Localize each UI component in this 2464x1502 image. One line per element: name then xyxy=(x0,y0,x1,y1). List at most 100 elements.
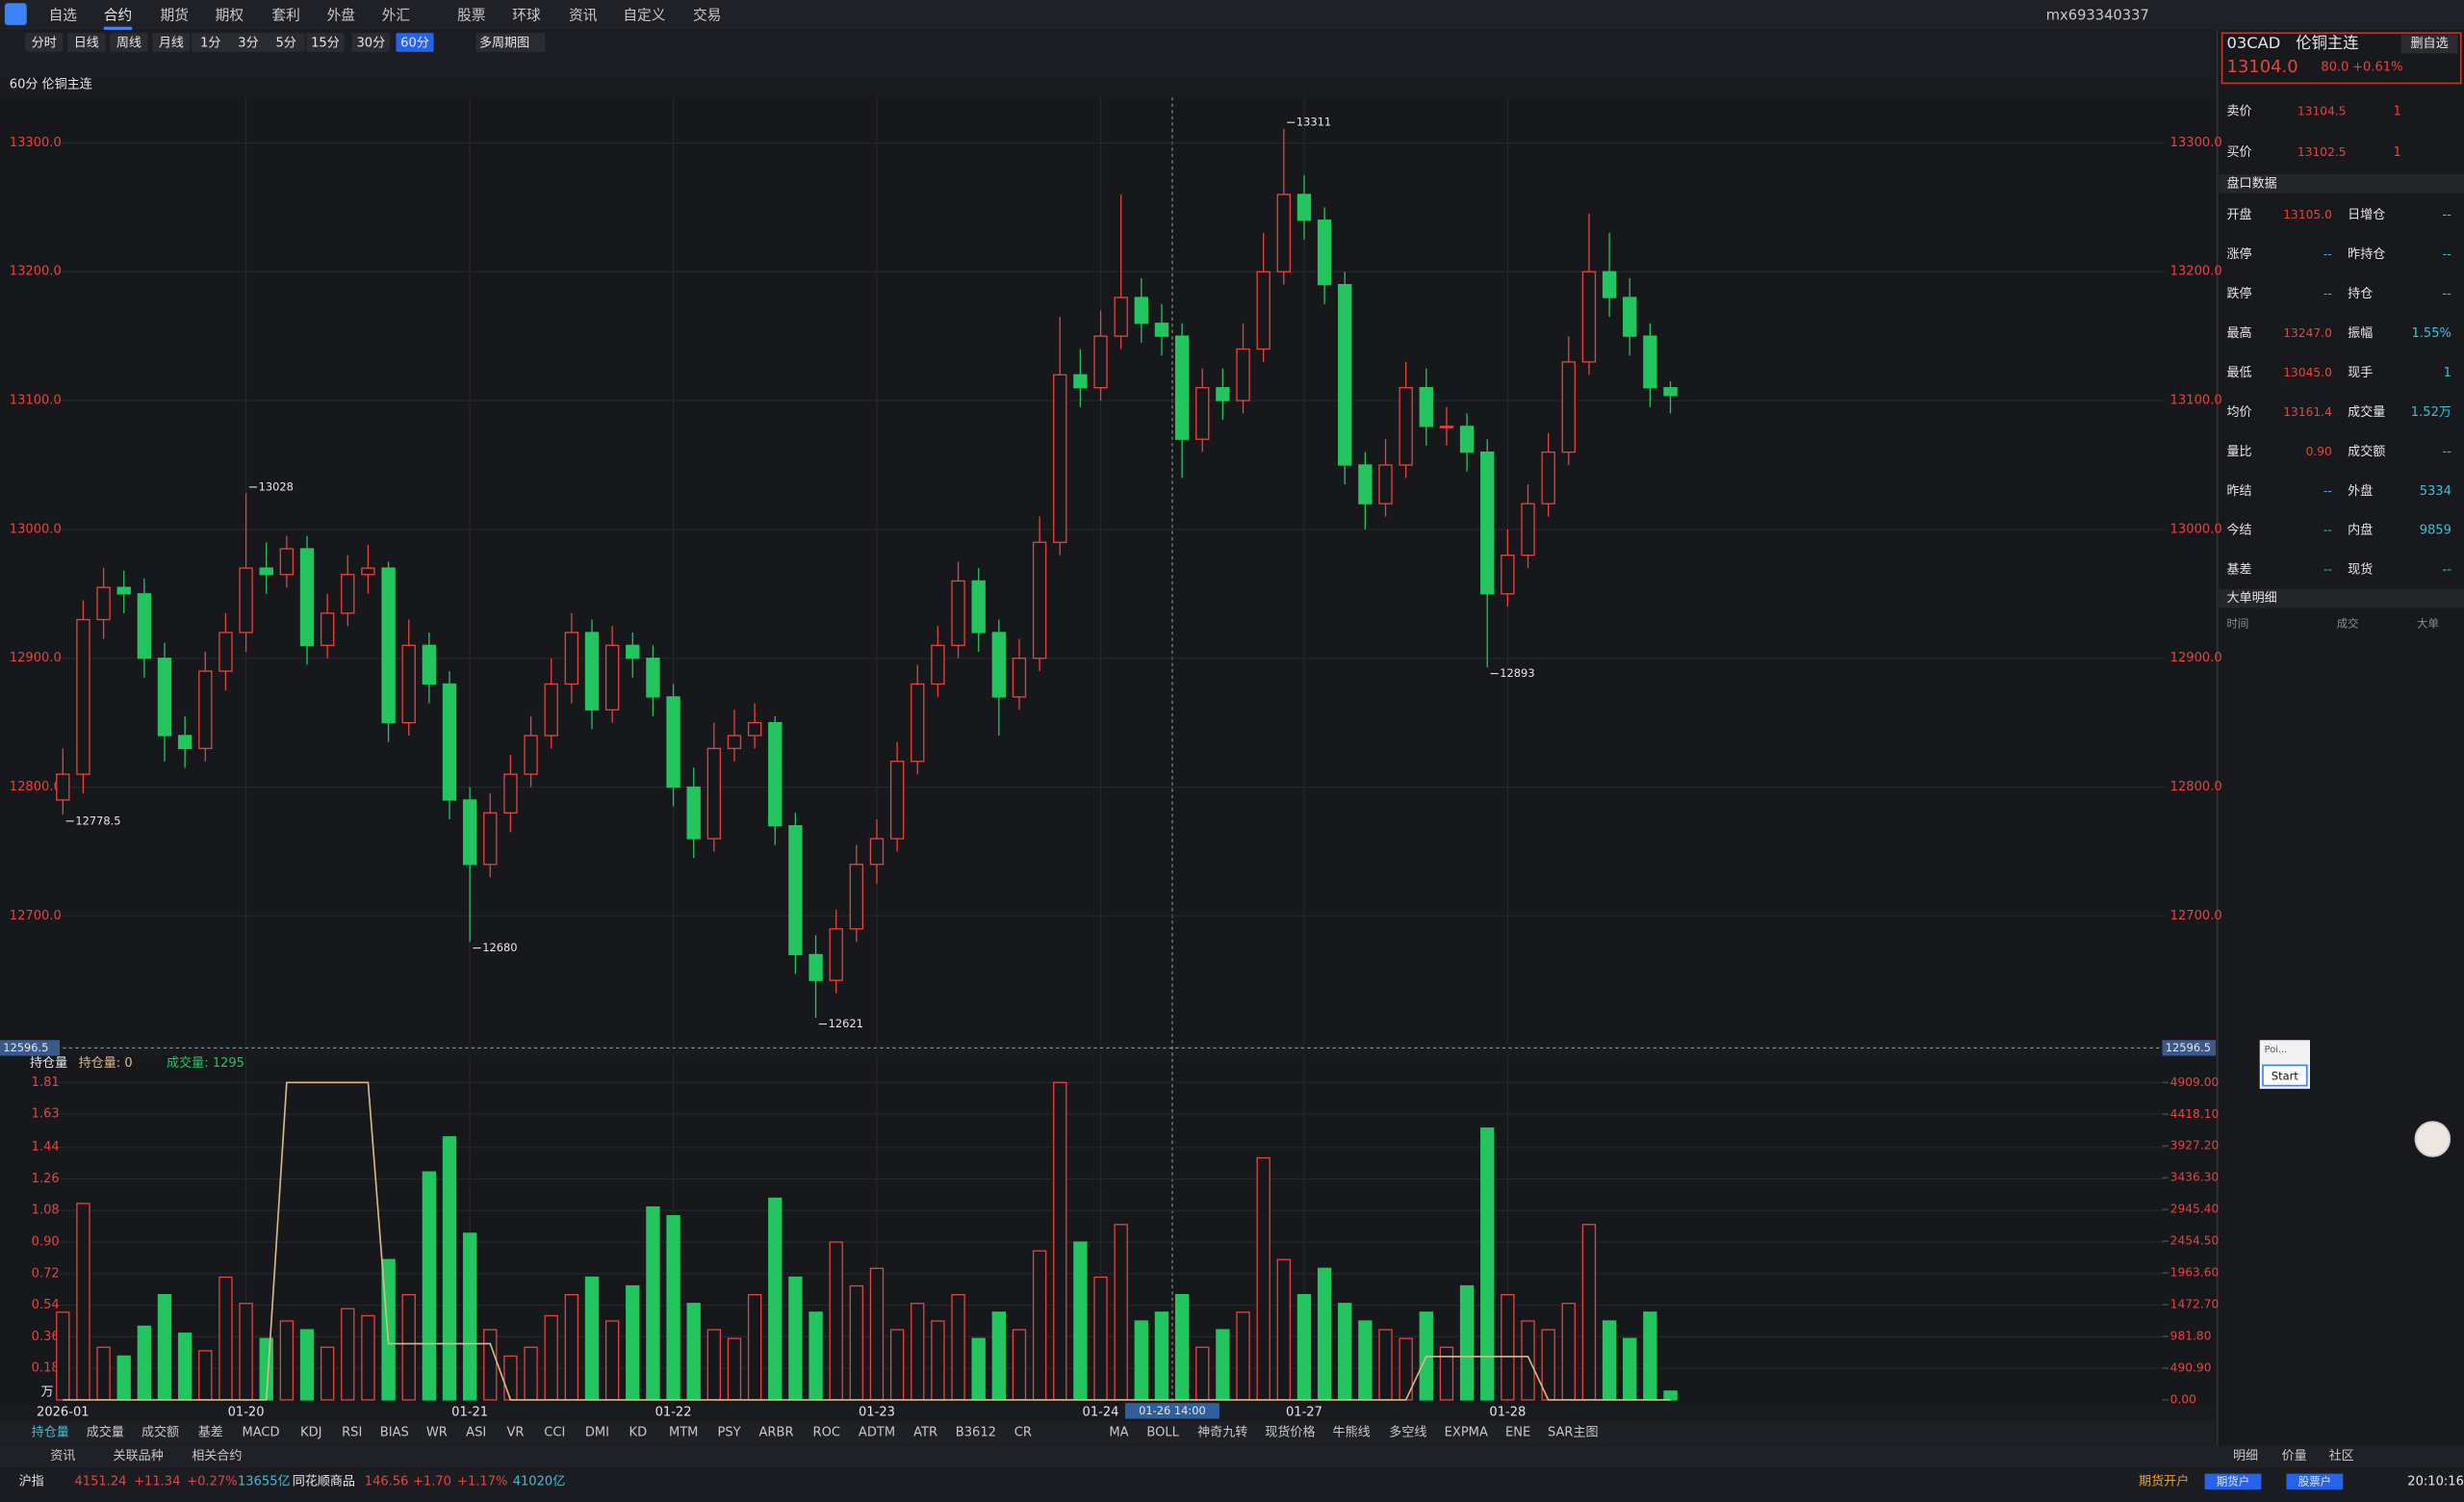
period-button[interactable] xyxy=(67,33,106,52)
indicator-tab[interactable]: ASI xyxy=(466,1426,486,1440)
overlay-tab[interactable]: BOLL xyxy=(1146,1426,1179,1440)
indicator-tab[interactable]: WR xyxy=(426,1426,448,1440)
futures-btn-bg[interactable] xyxy=(2204,1473,2262,1489)
menu-tab[interactable]: 自选 xyxy=(49,7,78,23)
period-label[interactable]: 1分 xyxy=(200,36,220,50)
indicator-tab[interactable]: KD xyxy=(629,1426,648,1440)
indicator-tab[interactable]: KDJ xyxy=(300,1426,321,1440)
row-value: -- xyxy=(2443,208,2452,222)
overlay-tab[interactable]: 神奇九转 xyxy=(1197,1425,1247,1440)
candle-body xyxy=(1012,658,1027,698)
candle-body xyxy=(1480,451,1495,595)
menu-tab[interactable]: 交易 xyxy=(693,6,721,23)
multi-period[interactable]: 多周期图 xyxy=(479,35,529,50)
menu-tab[interactable]: 合约 xyxy=(104,7,132,23)
stock-btn[interactable]: 股票户 xyxy=(2298,1474,2331,1488)
indicator-tab[interactable]: ARBR xyxy=(759,1426,794,1440)
stock-btn-bg[interactable] xyxy=(2286,1473,2344,1489)
period-button[interactable] xyxy=(152,33,191,52)
indicator-tab[interactable]: ATR xyxy=(913,1426,937,1440)
multi-period-button[interactable] xyxy=(475,33,546,52)
menu-tab[interactable]: 套利 xyxy=(271,7,299,23)
start-button[interactable] xyxy=(2262,1064,2308,1087)
period-button[interactable] xyxy=(396,33,434,52)
side-tab[interactable]: 明细 xyxy=(2233,1449,2258,1463)
period-label[interactable]: 15分 xyxy=(311,36,340,50)
menu-tab[interactable]: 外盘 xyxy=(327,6,356,23)
indicator-tab[interactable]: B3612 xyxy=(956,1426,996,1440)
indicator-tab[interactable]: PSY xyxy=(717,1426,740,1440)
indicator-tab[interactable]: 基差 xyxy=(198,1426,223,1440)
futures-btn[interactable]: 期货户 xyxy=(2217,1474,2249,1488)
indicator-tab[interactable]: 成交量 xyxy=(87,1425,124,1440)
overlay-tab[interactable]: 多空线 xyxy=(1389,1425,1426,1440)
indicator-tab[interactable]: ROC xyxy=(813,1426,840,1440)
period-button[interactable] xyxy=(110,33,148,52)
period-button[interactable] xyxy=(192,33,230,52)
period-button[interactable] xyxy=(25,33,64,52)
indicator-tab[interactable]: CCI xyxy=(544,1426,565,1440)
volume-bar xyxy=(1216,1329,1230,1401)
volume-bar xyxy=(808,1311,823,1401)
overlay-tab[interactable]: SAR主图 xyxy=(1548,1426,1599,1440)
open-account[interactable]: 期货开户 xyxy=(2139,1473,2189,1489)
remove-btn-bg[interactable] xyxy=(2400,34,2458,54)
volume-bar xyxy=(1358,1320,1373,1401)
indicator-tab[interactable]: MACD xyxy=(242,1426,279,1440)
candle-body xyxy=(1296,194,1312,221)
indicator-tab[interactable]: RSI xyxy=(342,1426,362,1440)
bottom-tab[interactable]: 相关合约 xyxy=(192,1449,242,1463)
volume-bar xyxy=(1093,1276,1108,1401)
period-label[interactable]: 5分 xyxy=(275,36,295,50)
period-button[interactable] xyxy=(267,33,305,52)
indicator-tab[interactable]: BIAS xyxy=(380,1426,409,1440)
period-label[interactable]: 周线 xyxy=(116,36,141,50)
period-button[interactable] xyxy=(306,33,345,52)
menu-tab[interactable]: 外汇 xyxy=(382,7,410,23)
side-tab[interactable]: 价量 xyxy=(2282,1449,2307,1463)
row-value: -- xyxy=(2443,247,2452,262)
candle-body xyxy=(1561,361,1576,453)
menu-tab[interactable]: 自定义 xyxy=(623,7,665,23)
period-label[interactable]: 日线 xyxy=(74,36,99,50)
period-button[interactable] xyxy=(229,33,268,52)
assistant-avatar[interactable] xyxy=(2414,1121,2451,1157)
bottom-tab[interactable]: 关联品种 xyxy=(114,1449,164,1463)
username[interactable]: mx693340337 xyxy=(2046,7,2149,23)
row-label: 今结 xyxy=(2226,523,2251,538)
side-tab[interactable]: 社区 xyxy=(2329,1448,2354,1463)
volume-bar xyxy=(564,1294,579,1401)
indicator-tab[interactable]: DMI xyxy=(585,1426,609,1440)
indicator-tab[interactable]: 成交额 xyxy=(141,1425,179,1440)
period-label[interactable]: 月线 xyxy=(159,36,184,50)
period-label[interactable]: 分时 xyxy=(32,36,57,50)
indicator-tab[interactable]: ADTM xyxy=(859,1426,895,1440)
period-button[interactable] xyxy=(351,33,390,52)
indicator-tab[interactable]: 持仓量 xyxy=(32,1426,69,1440)
indicator-tab[interactable]: MTM xyxy=(669,1426,698,1440)
menu-tab[interactable]: 环球 xyxy=(512,7,541,23)
menu-tab[interactable]: 期货 xyxy=(161,7,189,23)
period-label[interactable]: 3分 xyxy=(238,36,258,50)
volume-bar xyxy=(544,1314,558,1401)
indicator-tab[interactable]: VR xyxy=(507,1426,525,1440)
candle-body xyxy=(320,612,335,646)
candle-body xyxy=(1317,220,1332,286)
overlay-tab[interactable]: ENE xyxy=(1505,1426,1530,1440)
period-label[interactable]: 30分 xyxy=(356,36,385,50)
change: 80.0 xyxy=(2321,61,2348,75)
overlay-tab[interactable]: MA xyxy=(1109,1426,1128,1440)
popup-button[interactable]: Start xyxy=(2272,1069,2298,1082)
overlay-tab[interactable]: 现货价格 xyxy=(1265,1425,1315,1440)
candle-body xyxy=(849,864,864,930)
menu-tab[interactable]: 股票 xyxy=(457,7,485,23)
period-label[interactable]: 60分 xyxy=(400,36,429,50)
bottom-tab[interactable]: 资讯 xyxy=(50,1449,75,1463)
menu-tab[interactable]: 资讯 xyxy=(569,7,598,23)
overlay-tab[interactable]: 牛熊线 xyxy=(1332,1425,1370,1440)
indicator-tab[interactable]: CR xyxy=(1014,1426,1032,1440)
overlay-tab[interactable]: EXPMA xyxy=(1445,1426,1488,1440)
menu-tab[interactable]: 期权 xyxy=(216,7,244,23)
remove[interactable]: 删自选 xyxy=(2410,37,2448,51)
